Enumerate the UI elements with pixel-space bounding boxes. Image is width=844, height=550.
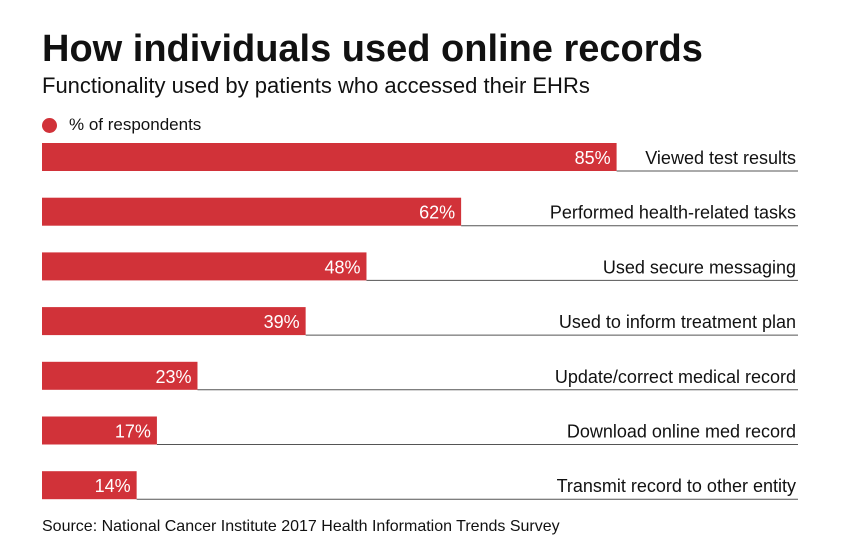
legend-label: % of respondents: [69, 115, 202, 134]
category-label-0: Viewed test results: [645, 148, 796, 168]
legend: % of respondents: [42, 115, 201, 135]
bar-0: [42, 143, 617, 171]
bar-value-label-4: 23%: [155, 367, 191, 387]
bar-value-label-2: 48%: [324, 257, 360, 277]
bar-6: [42, 471, 137, 500]
bar-value-label-1: 62%: [419, 203, 455, 223]
bar-1: [42, 197, 462, 226]
bar-value-label-6: 14%: [95, 476, 131, 496]
bar-value-label-0: 85%: [575, 148, 611, 168]
bar-5: [42, 416, 157, 445]
chart-title: How individuals used online records: [42, 28, 703, 70]
bar-2: [42, 252, 367, 281]
bar-3: [42, 307, 306, 336]
category-label-2: Used secure messaging: [603, 257, 796, 277]
source-note: Source: National Cancer Institute 2017 H…: [42, 518, 560, 535]
bar-value-label-3: 39%: [264, 312, 300, 332]
category-label-1: Performed health-related tasks: [550, 203, 796, 223]
bar-value-label-5: 17%: [115, 422, 151, 442]
bar-4: [42, 361, 198, 390]
category-label-6: Transmit record to other entity: [557, 476, 796, 496]
chart-subtitle: Functionality used by patients who acces…: [42, 73, 590, 98]
category-label-3: Used to inform treatment plan: [559, 312, 796, 332]
legend-swatch: [42, 117, 57, 133]
category-label-5: Download online med record: [567, 422, 796, 442]
category-label-4: Update/correct medical record: [555, 367, 796, 387]
